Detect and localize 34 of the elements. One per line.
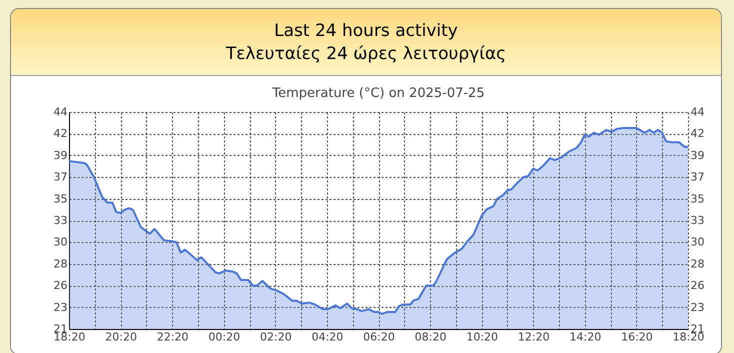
- y-tick-label: 33: [54, 214, 68, 227]
- y-tick-label: 28: [54, 257, 68, 270]
- text: Τελευταίες 24 ώρες λειτουργίας: [224, 43, 508, 66]
- x-tick-label: 16:20: [621, 330, 653, 344]
- y2-tick-label: 28: [690, 257, 704, 270]
- y-tick-label: 26: [54, 279, 68, 292]
- y-tick-label: 35: [54, 192, 68, 206]
- x-tick-label: 12:20: [518, 330, 550, 344]
- y-tick-label: 39: [54, 148, 68, 162]
- y2-tick-label: 26: [690, 279, 704, 292]
- x-tick-label: 02:20: [260, 330, 292, 344]
- x-tick-label: 20:20: [105, 330, 137, 344]
- x-tick-label: 06:20: [363, 330, 395, 344]
- x-tick-label: 00:20: [208, 330, 240, 344]
- text: Last 24 hours activity: [273, 20, 459, 43]
- y-tick-label: 30: [54, 236, 68, 249]
- chart-title: Temperature (°C) on 2025-07-25: [271, 86, 485, 101]
- y2-tick-label: 33: [690, 214, 704, 227]
- x-tick-label: 04:20: [312, 330, 344, 344]
- y-tick-label: 44: [54, 106, 68, 118]
- y2-tick-label: 23: [690, 300, 704, 314]
- x-tick-label: 14:20: [569, 330, 602, 344]
- y2-tick-label: 39: [690, 148, 704, 162]
- y2-tick-label: 44: [690, 106, 704, 118]
- y-tick-label: 42: [54, 127, 68, 140]
- x-tick-label: 22:20: [156, 330, 189, 344]
- x-tick-label: 10:20: [466, 330, 498, 344]
- y2-tick-label: 42: [690, 127, 704, 140]
- y2-tick-label: 30: [690, 236, 704, 249]
- y2-tick-label: 35: [690, 192, 704, 206]
- y2-tick-label: 37: [690, 170, 704, 184]
- y-tick-label: 37: [54, 170, 68, 184]
- x-tick-label: 08:20: [414, 330, 446, 344]
- y-tick-label: 23: [54, 300, 68, 314]
